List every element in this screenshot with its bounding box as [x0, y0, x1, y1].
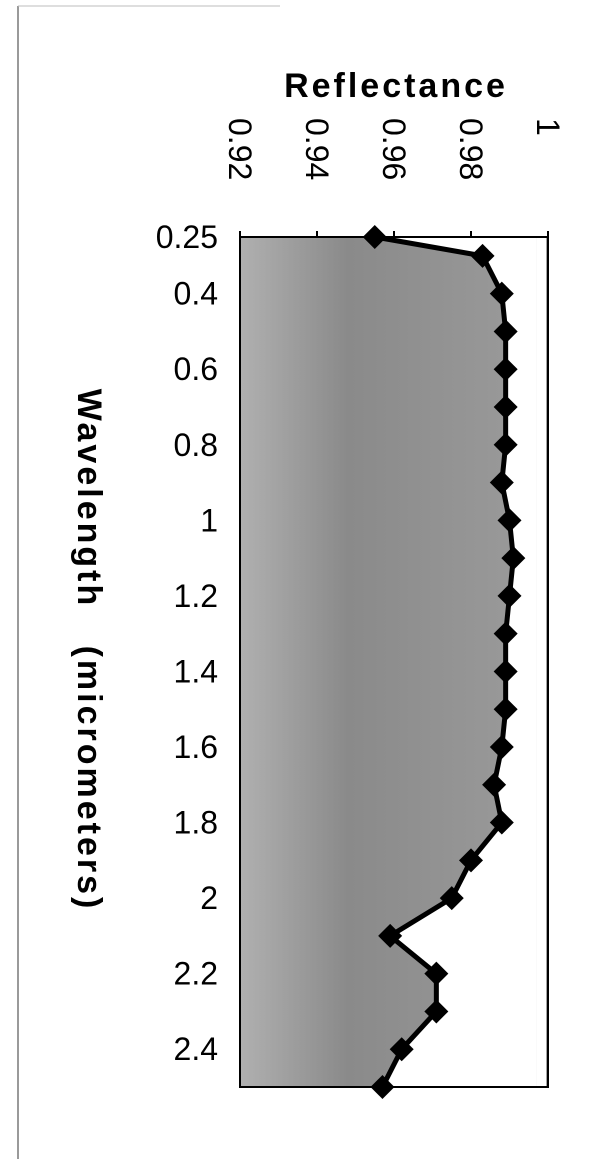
data-point-0 [362, 225, 387, 249]
data-point-20 [424, 961, 449, 986]
area-above-series [374, 237, 537, 1087]
data-point-8 [497, 508, 522, 533]
wavelength-tick-0: 0.25 [156, 219, 218, 255]
data-point-16 [489, 810, 514, 835]
data-point-21 [424, 999, 449, 1024]
reflectance-tick-2: 0.96 [376, 118, 412, 180]
data-point-12 [493, 659, 518, 684]
data-point-2 [489, 281, 514, 306]
data-point-13 [493, 697, 518, 722]
wavelength-tick-10: 2.2 [174, 956, 218, 992]
wavelength-tick-labels: 0.25 0.4 0.6 0.8 1 1.2 1.4 1.6 1.8 2 2.2 2.4 [156, 219, 218, 1067]
wavelength-tick-9: 2 [200, 880, 218, 916]
reflectance-tick-0: 0.92 [222, 118, 258, 180]
data-point-10 [497, 583, 522, 608]
wavelength-tick-5: 1.2 [174, 578, 218, 614]
data-point-6 [493, 432, 518, 457]
reflectance-tick-1: 0.94 [299, 118, 335, 180]
data-point-15 [482, 772, 507, 797]
wavelength-tick-8: 1.8 [174, 805, 218, 841]
wavelength-tick-7: 1.6 [174, 729, 218, 765]
plot-area [239, 225, 549, 1099]
wavelength-tick-4: 1 [200, 502, 218, 538]
data-point-19 [378, 923, 403, 948]
data-point-14 [489, 735, 514, 759]
data-point-18 [439, 886, 464, 911]
wavelength-tick-6: 1.4 [174, 653, 218, 689]
data-point-11 [493, 621, 518, 646]
data-point-5 [493, 395, 518, 419]
wavelength-tick-11: 2.4 [174, 1031, 218, 1067]
reflectance-tick-3: 0.98 [453, 118, 489, 180]
data-point-23 [370, 1075, 395, 1099]
wavelength-tick-2: 0.6 [174, 351, 218, 387]
plot-edge-band [536, 237, 547, 1087]
wavelength-axis-title: Wavelength (micrometers) [70, 389, 108, 912]
data-point-3 [493, 319, 518, 344]
reflectance-axis-title: Reflectance [284, 67, 508, 105]
data-point-7 [489, 470, 514, 495]
data-point-22 [389, 1037, 414, 1062]
reflectance-tick-4: 1 [530, 118, 566, 136]
data-point-17 [459, 848, 483, 873]
data-point-9 [501, 546, 526, 571]
wavelength-tick-3: 0.8 [174, 427, 218, 463]
data-point-4 [493, 357, 518, 382]
wavelength-tick-1: 0.4 [174, 276, 218, 312]
data-point-1 [470, 243, 495, 268]
reflectance-tick-labels: 0.92 0.94 0.96 0.98 1 [222, 118, 566, 237]
